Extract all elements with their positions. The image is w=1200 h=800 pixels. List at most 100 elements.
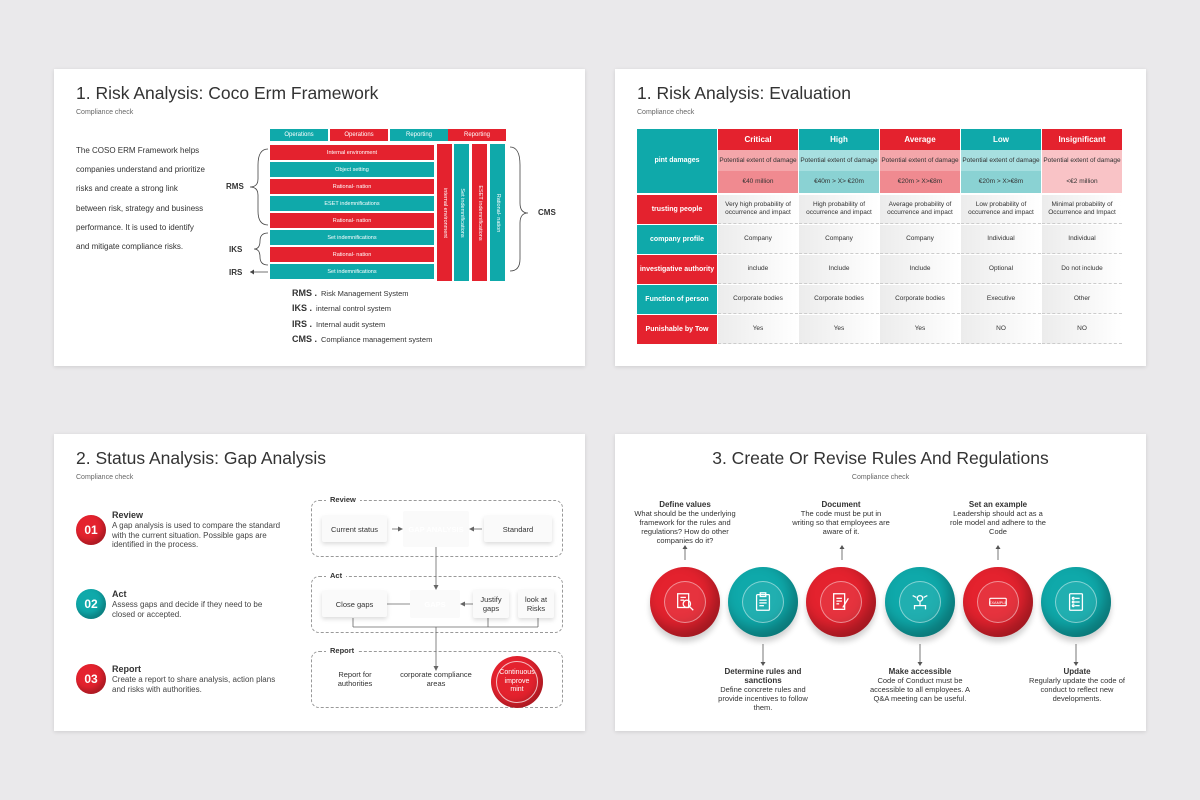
- vbar-eset-indemnifications: ESET indemnifications: [472, 144, 487, 281]
- box-justify-gaps: Justify gaps: [473, 590, 509, 618]
- slide-title: 3. Create Or Revise Rules And Regulation…: [712, 448, 1049, 468]
- table-cell: Average probability of occurrence and im…: [880, 195, 960, 224]
- step-text-act: Assess gaps and decide if they need to b…: [112, 600, 263, 619]
- bar-rational-nation-2: Rational- nation: [270, 213, 434, 228]
- table-cell: Yes: [718, 315, 798, 344]
- box-look-at-risks: look at Risks: [518, 590, 554, 618]
- box-gap-analysis: GAP ANALYSIS: [403, 511, 469, 547]
- box-standard: Standard: [484, 516, 552, 542]
- amount-cell: €40m > X> €20m: [799, 171, 879, 193]
- box-current-status: Current status: [322, 516, 387, 542]
- group-act: Act: [311, 571, 563, 633]
- table-cell: Other: [1042, 285, 1122, 314]
- row-header: Punishable by Tow: [637, 315, 717, 344]
- bar-set-indemnifications: Set indemnifications: [270, 230, 434, 245]
- table-cell: NO: [1042, 315, 1122, 344]
- caption-set-an-example: Set an example Leadership should act as a…: [950, 500, 1046, 536]
- row-header-pint-damages: pint damages: [637, 129, 717, 193]
- extent-cell: Potential extent of damage: [799, 150, 879, 171]
- step-title-report: Report: [112, 664, 141, 674]
- row-header: company profile: [637, 225, 717, 254]
- amount-cell: €20m > X>€8m: [961, 171, 1041, 193]
- table-cell: Corporate bodies: [880, 285, 960, 314]
- table-cell: Individual: [961, 225, 1041, 254]
- slide-gap-analysis: 2. Status Analysis: Gap Analysis Complia…: [54, 434, 585, 731]
- group-review: Review: [311, 495, 563, 557]
- bar-set-indemnifications-2: Set indemnifications: [270, 264, 434, 279]
- continuous-improvement-text: Continuous improve mint: [496, 661, 538, 703]
- table-cell: Optional: [961, 255, 1041, 284]
- slide-title: 1. Risk Analysis: Coco Erm Framework: [76, 83, 379, 103]
- table-cell: Company: [799, 225, 879, 254]
- framework-description: The COSO ERM Framework helps companies u…: [76, 146, 205, 252]
- extent-cell: Potential extent of damage: [1042, 150, 1122, 171]
- step-number-01: 01: [76, 515, 106, 545]
- table-cell: Company: [880, 225, 960, 254]
- caption-make-accessible: Make accessible Code of Conduct must be a…: [869, 667, 971, 703]
- magnifier-chart-icon: [650, 567, 720, 637]
- amount-cell: <€2 million: [1042, 171, 1122, 193]
- box-gaps: GAPS: [410, 590, 460, 618]
- legend-rms: RMS . Risk Management System: [292, 288, 409, 298]
- document-pen-icon: [806, 567, 876, 637]
- vbar-rational-nation: Rational- nation: [490, 144, 505, 281]
- amount-cell: €40 million: [718, 171, 798, 193]
- caption-document: Document The code must be put in writing …: [792, 500, 890, 536]
- step-number-02: 02: [76, 589, 106, 619]
- table-cell: Yes: [799, 315, 879, 344]
- example-stamp-icon: EXAMPLE: [963, 567, 1033, 637]
- legend-iks: IKS . internal control system: [292, 303, 392, 313]
- text-corporate-compliance-areas: corporate compliance areas: [400, 670, 472, 688]
- table-cell: NO: [961, 315, 1041, 344]
- slide-risk-framework: 1. Risk Analysis: Coco Erm Framework Com…: [54, 69, 585, 366]
- extent-cell: Potential extent of damage: [961, 150, 1041, 171]
- slide-subtitle: Compliance check: [851, 474, 910, 481]
- header-operations-1: Operations: [270, 129, 328, 141]
- continuous-improvement-circle: Continuous improve mint: [491, 656, 543, 708]
- box-close-gaps: Close gaps: [322, 591, 387, 617]
- row-header: trusting people: [637, 195, 717, 224]
- label-irs: IRS: [229, 268, 243, 277]
- bar-internal-environment: Internal environment: [270, 145, 434, 160]
- svg-text:EXAMPLE: EXAMPLE: [989, 601, 1008, 605]
- row-header: Function of person: [637, 285, 717, 314]
- amount-cell: €20m > X>€8m: [880, 171, 960, 193]
- slide-subtitle: Compliance check: [76, 109, 134, 116]
- caption-determine-rules: Determine rules and sanctions Define conc…: [718, 667, 808, 712]
- vbar-set-indemnifications: Set indemnifications: [454, 144, 469, 281]
- table-cell: include: [718, 255, 798, 284]
- step-text-report: Create a report to share analysis, actio…: [112, 675, 276, 694]
- slide-subtitle: Compliance check: [76, 474, 134, 481]
- legend-cms: CMS . Compliance management system: [292, 334, 433, 344]
- table-cell: Very high probability of occurrence and …: [718, 195, 798, 224]
- table-cell: Corporate bodies: [718, 285, 798, 314]
- caption-define-values: Define values What should be the underlyi…: [634, 500, 736, 545]
- table-cell: Include: [799, 255, 879, 284]
- label-rms: RMS: [226, 182, 244, 191]
- extent-cell: Potential extent of damage: [880, 150, 960, 171]
- label-iks: IKS: [229, 245, 243, 254]
- slide-title: 2. Status Analysis: Gap Analysis: [76, 448, 326, 468]
- group-report: Report: [311, 646, 563, 708]
- extent-cell: Potential extent of damage: [718, 150, 798, 171]
- clipboard-list-icon: [728, 567, 798, 637]
- column-header: Critical: [718, 129, 798, 150]
- table-cell: High probability of occurrence and impac…: [799, 195, 879, 224]
- table-cell: Minimal probability of Occurrence and Im…: [1042, 195, 1122, 224]
- checklist-icon: [1041, 567, 1111, 637]
- legend-irs: IRS . Internal audit system: [292, 319, 386, 329]
- table-cell: Executive: [961, 285, 1041, 314]
- step-title-review: Review: [112, 510, 144, 520]
- vbar-internal-environment: internal environment: [437, 144, 452, 281]
- column-header: High: [799, 129, 879, 150]
- table-cell: Individual: [1042, 225, 1122, 254]
- bar-object-setting: Object setting: [270, 162, 434, 177]
- brace-lines: [249, 146, 529, 275]
- step-number-03: 03: [76, 664, 106, 694]
- slide-title: 1. Risk Analysis: Evaluation: [637, 83, 851, 103]
- header-reporting-2: Reporting: [448, 129, 506, 141]
- table-cell: Include: [880, 255, 960, 284]
- table-cell: Corporate bodies: [799, 285, 879, 314]
- step-text-review: A gap analysis is used to compare the st…: [112, 521, 281, 549]
- column-header: Insignificant: [1042, 129, 1122, 150]
